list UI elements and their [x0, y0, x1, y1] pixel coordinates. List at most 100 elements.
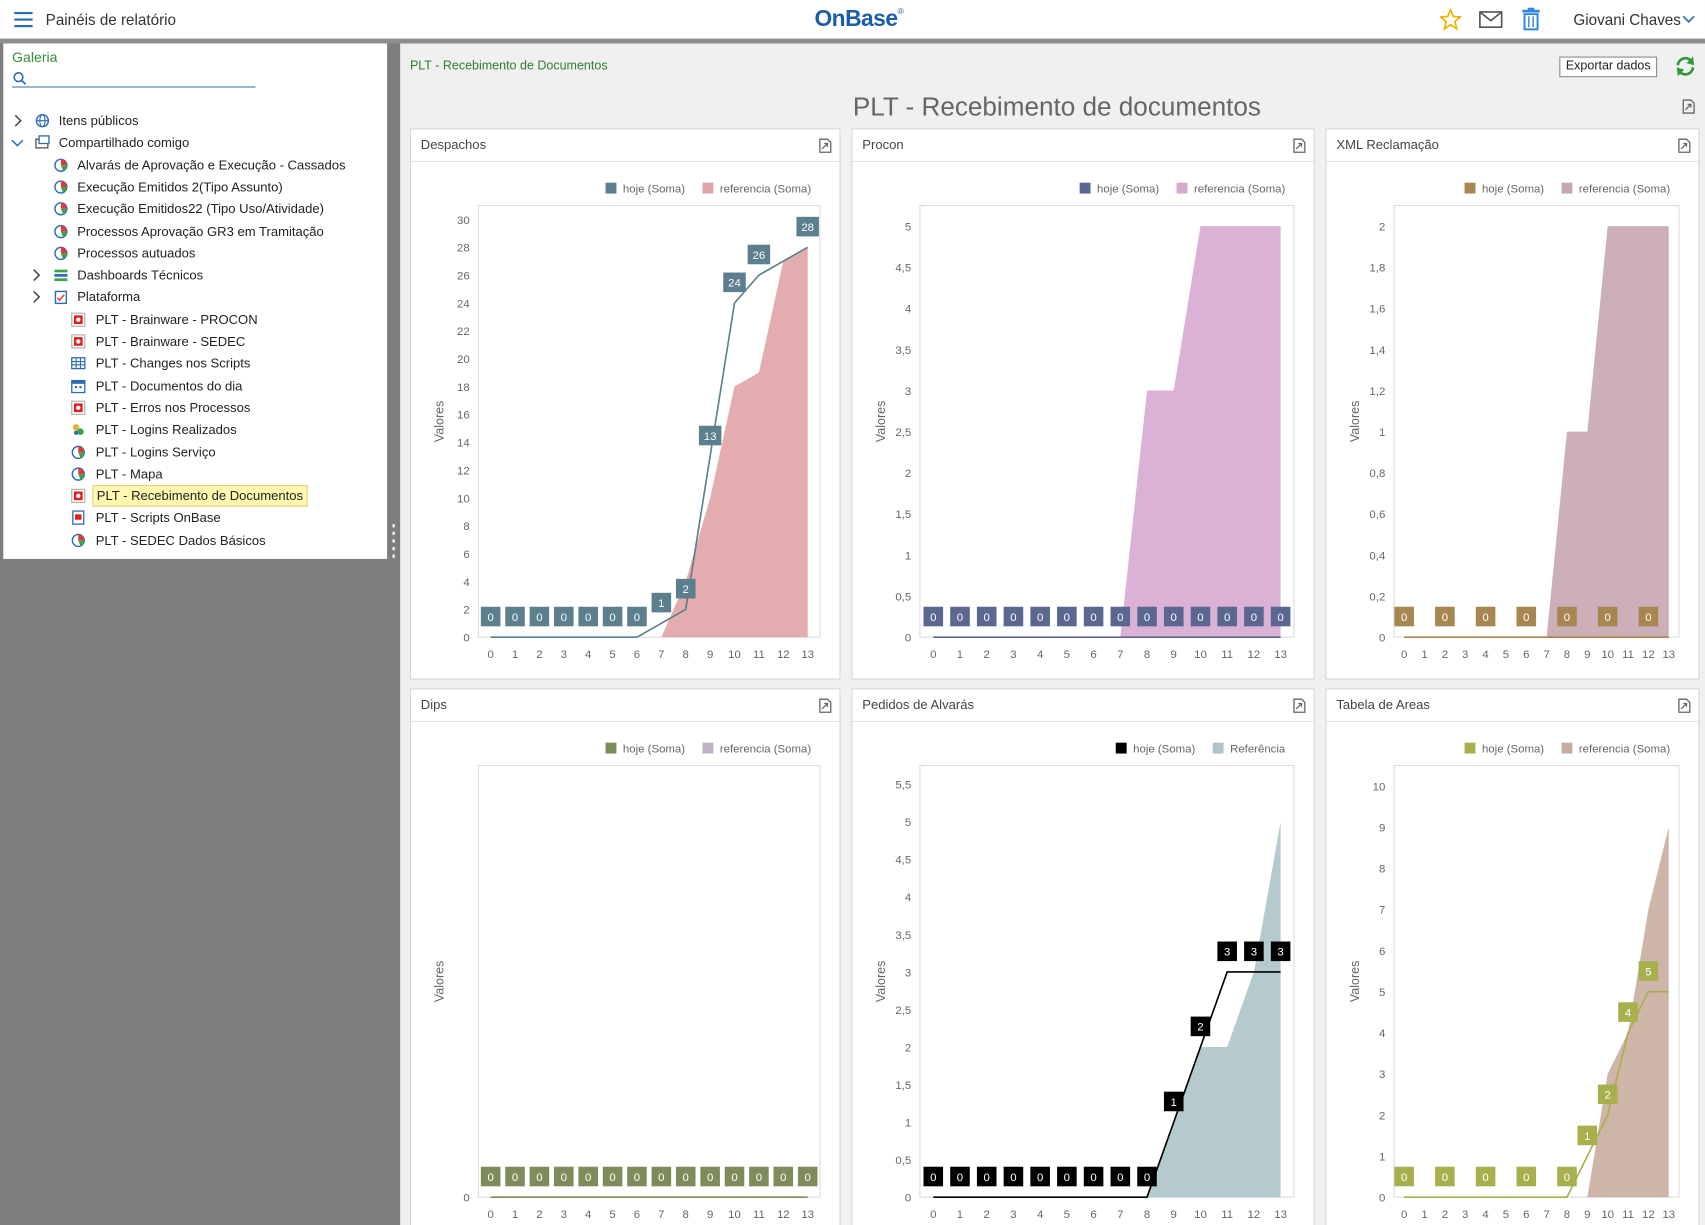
y-axis-label: Valores: [1348, 401, 1362, 442]
tree-item[interactable]: PLT - Documentos do dia: [95, 377, 243, 394]
tree-item[interactable]: Itens públicos: [58, 113, 139, 129]
tree-item[interactable]: PLT - SEDEC Dados Básicos: [95, 532, 266, 548]
x-tick-label: 9: [707, 1209, 713, 1221]
data-label: 0: [1442, 1172, 1448, 1184]
x-tick-label: 13: [1662, 1209, 1675, 1221]
legend-swatch: [1464, 742, 1476, 754]
data-label-box: [747, 244, 771, 265]
y-tick-label: 2: [463, 605, 469, 617]
data-label-box: [1577, 1125, 1598, 1146]
legend-swatch: [702, 742, 714, 754]
area: [1404, 226, 1669, 638]
data-label: 0: [1197, 612, 1203, 624]
tree-item[interactable]: PLT - Brainware - PROCON: [95, 311, 258, 327]
chart-export-icon[interactable]: [1677, 138, 1692, 153]
menu-button[interactable]: [14, 11, 34, 28]
tree-item[interactable]: Processos Aprovação GR3 em Tramitação: [77, 223, 324, 239]
x-tick-label: 12: [777, 1209, 790, 1221]
legend-swatch: [1561, 182, 1573, 194]
y-tick-label: 14: [457, 438, 470, 450]
x-tick-label: 12: [777, 649, 790, 661]
y-tick-label: 4,5: [895, 263, 911, 275]
dashboard-export-icon[interactable]: [1681, 99, 1696, 114]
legend-swatch: [1212, 742, 1224, 754]
x-tick-label: 1: [957, 649, 963, 661]
search-box[interactable]: [11, 71, 257, 88]
data-label-box: [1030, 606, 1050, 627]
export-button[interactable]: Exportar dados: [1559, 56, 1658, 78]
tree-icon: [53, 223, 68, 238]
x-tick-label: 3: [1010, 1209, 1016, 1221]
y-tick-label: 0: [905, 1193, 911, 1205]
refresh-button[interactable]: [1675, 55, 1697, 77]
data-label: 0: [930, 1172, 936, 1184]
tree-item[interactable]: Alvarás de Aprovação e Execução - Cassad…: [77, 157, 346, 173]
data-label-box: [796, 216, 819, 237]
y-tick-label: 4,5: [895, 855, 911, 867]
data-label-box: [698, 425, 722, 446]
tree-item[interactable]: Execução Emitidos 2(Tipo Assunto): [77, 179, 283, 195]
chart-export-icon[interactable]: [818, 698, 833, 713]
tree-item[interactable]: Processos autuados: [77, 245, 196, 261]
chart-export-icon[interactable]: [1677, 698, 1692, 713]
legend-label: hoje (Soma): [1482, 743, 1544, 755]
user-chevron[interactable]: [1682, 15, 1695, 24]
data-label: 13: [704, 431, 717, 443]
breadcrumb[interactable]: PLT - Recebimento de Documentos: [409, 59, 608, 73]
y-tick-label: 4: [463, 577, 470, 589]
y-tick-label: 22: [457, 326, 470, 338]
tree-item[interactable]: Execução Emitidos22 (Tipo Uso/Atividade): [77, 201, 325, 217]
tree-item[interactable]: Plataforma: [77, 289, 141, 305]
x-tick-label: 9: [1171, 1209, 1177, 1221]
tree-item[interactable]: PLT - Brainware - SEDEC: [95, 333, 246, 350]
tree-item[interactable]: PLT - Recebimento de Documentos: [92, 485, 308, 507]
favorite-button[interactable]: [1439, 8, 1462, 31]
legend-swatch: [1115, 742, 1127, 754]
tree-item[interactable]: PLT - Scripts OnBase: [95, 510, 221, 526]
legend-swatch: [1561, 742, 1573, 754]
y-tick-label: 3: [905, 967, 911, 979]
x-tick-label: 10: [1601, 649, 1614, 661]
y-tick-label: 2: [1379, 221, 1385, 233]
y-tick-label: 1,2: [1369, 386, 1385, 398]
x-tick-label: 11: [753, 649, 765, 661]
legend-label: referencia (Soma): [720, 743, 811, 755]
tree-icon: [71, 334, 86, 349]
data-label-box: [578, 606, 598, 627]
data-label: 0: [609, 612, 615, 624]
tree-item[interactable]: PLT - Erros nos Processos: [95, 400, 251, 416]
chart-export-icon[interactable]: [818, 138, 833, 153]
chart-export-icon[interactable]: [1292, 138, 1307, 153]
user-menu[interactable]: Giovani Chaves: [1573, 10, 1681, 29]
mail-button[interactable]: [1479, 11, 1503, 28]
legend-swatch: [1079, 182, 1091, 194]
data-label-box: [1137, 1166, 1157, 1187]
chart-export-icon[interactable]: [1292, 698, 1307, 713]
tree-item[interactable]: PLT - Changes nos Scripts: [95, 355, 251, 372]
x-tick-label: 10: [728, 1209, 741, 1221]
chart-header: [411, 689, 840, 723]
area: [1404, 827, 1669, 1198]
data-label: 0: [1482, 612, 1488, 624]
tree-expander[interactable]: [29, 290, 42, 304]
y-tick-label: 1: [1379, 427, 1385, 439]
legend-swatch: [702, 182, 714, 194]
tree-item[interactable]: PLT - Mapa: [95, 466, 163, 482]
chart-header: [1326, 129, 1699, 163]
y-tick-label: 0: [463, 633, 469, 645]
data-label: 0: [1523, 1172, 1529, 1184]
splitter[interactable]: [390, 522, 397, 559]
tree-expander[interactable]: [11, 113, 24, 127]
tree-expander[interactable]: [29, 268, 42, 282]
tree-item[interactable]: PLT - Logins Serviço: [95, 444, 216, 460]
tree-item[interactable]: PLT - Logins Realizados: [95, 422, 237, 438]
tree-item[interactable]: Dashboards Técnicos: [77, 267, 204, 283]
data-label: 0: [1277, 612, 1283, 624]
x-tick-label: 4: [585, 1209, 592, 1221]
tree-item[interactable]: Compartilhado comigo: [58, 135, 190, 151]
legend-swatch: [605, 742, 617, 754]
trash-button[interactable]: [1521, 7, 1541, 31]
tree-icon: [71, 444, 86, 459]
tree-expander[interactable]: [11, 135, 24, 148]
x-tick-label: 3: [561, 1209, 567, 1221]
